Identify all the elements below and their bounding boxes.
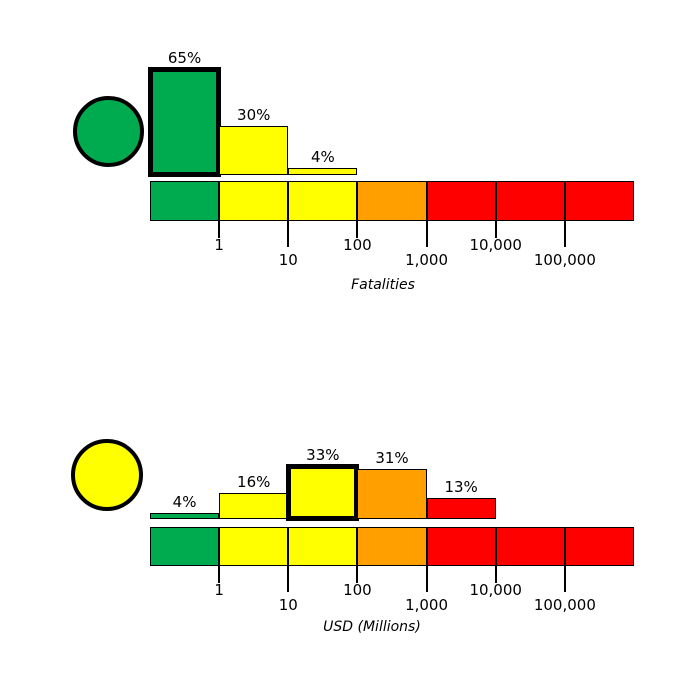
fatalities-indicator-circle (73, 96, 144, 167)
axis-tick-label: 10 (278, 596, 298, 614)
colorscale-segment-yellow-2 (288, 527, 358, 566)
colorscale-segment-yellow-1 (219, 527, 289, 566)
axis-tick-label: 100,000 (533, 251, 596, 269)
bar-value-label: 31% (375, 448, 409, 467)
axis-tick (287, 566, 290, 592)
colorscale-segment-orange-3 (357, 527, 427, 566)
colorscale-segment-yellow-2 (288, 181, 358, 221)
x-axis-label: Fatalities (351, 277, 415, 293)
bar-value-label: 13% (444, 477, 478, 496)
bar-value-label: 4% (310, 148, 335, 167)
colorscale-segment-green-0 (150, 181, 220, 221)
colorscale-segment-red-6 (564, 181, 634, 221)
bar-value-label: 33% (306, 445, 340, 464)
axis-tick-label: 1,000 (405, 251, 449, 269)
histogram-bar-usd-<1 (150, 512, 220, 519)
histogram-bar-fatalities-<1 (148, 67, 222, 177)
axis-tick (563, 566, 566, 592)
axis-tick-label: 1,000 (405, 596, 449, 614)
axis-tick (563, 221, 566, 247)
histogram-bar-fatalities-1-10 (219, 126, 289, 175)
colorscale-segment-red-5 (495, 527, 565, 566)
axis-tick (425, 221, 428, 247)
bar-value-label: 30% (237, 106, 271, 125)
usd-indicator-circle (71, 439, 143, 511)
axis-tick (218, 566, 221, 583)
axis-tick-label: 10 (278, 251, 298, 269)
axis-tick (218, 221, 221, 238)
axis-tick-label: 1 (214, 581, 224, 599)
bar-value-label: 4% (172, 492, 197, 511)
axis-tick (425, 566, 428, 592)
colorscale-segment-red-6 (564, 527, 634, 566)
colorscale-segment-red-4 (426, 527, 496, 566)
colorscale-segment-green-0 (150, 527, 220, 566)
histogram-bar-usd-1,000-10,000 (426, 497, 496, 519)
histogram-bar-usd-100-1,000 (357, 468, 427, 519)
histogram-bar-usd-1-10 (219, 493, 289, 519)
colorscale-segment-yellow-1 (219, 181, 289, 221)
bar-value-label: 65% (167, 49, 202, 68)
axis-tick (356, 221, 359, 238)
histogram-bar-fatalities-10-100 (288, 168, 358, 175)
bar-value-label: 16% (237, 473, 271, 492)
axis-tick-label: 100 (343, 581, 372, 599)
axis-tick-label: 100,000 (533, 596, 596, 614)
axis-tick-label: 10,000 (469, 581, 522, 599)
colorscale-segment-red-5 (495, 181, 565, 221)
axis-tick-label: 10,000 (469, 236, 522, 254)
axis-tick-label: 1 (214, 236, 224, 254)
axis-tick (287, 221, 290, 247)
axis-tick (494, 566, 497, 583)
axis-tick (494, 221, 497, 238)
colorscale-segment-red-4 (426, 181, 496, 221)
x-axis-label: USD (Millions) (323, 619, 421, 635)
axis-tick-label: 100 (343, 236, 372, 254)
colorscale-segment-orange-3 (357, 181, 427, 221)
histogram-bar-usd-10-100 (286, 463, 360, 521)
axis-tick (356, 566, 359, 583)
